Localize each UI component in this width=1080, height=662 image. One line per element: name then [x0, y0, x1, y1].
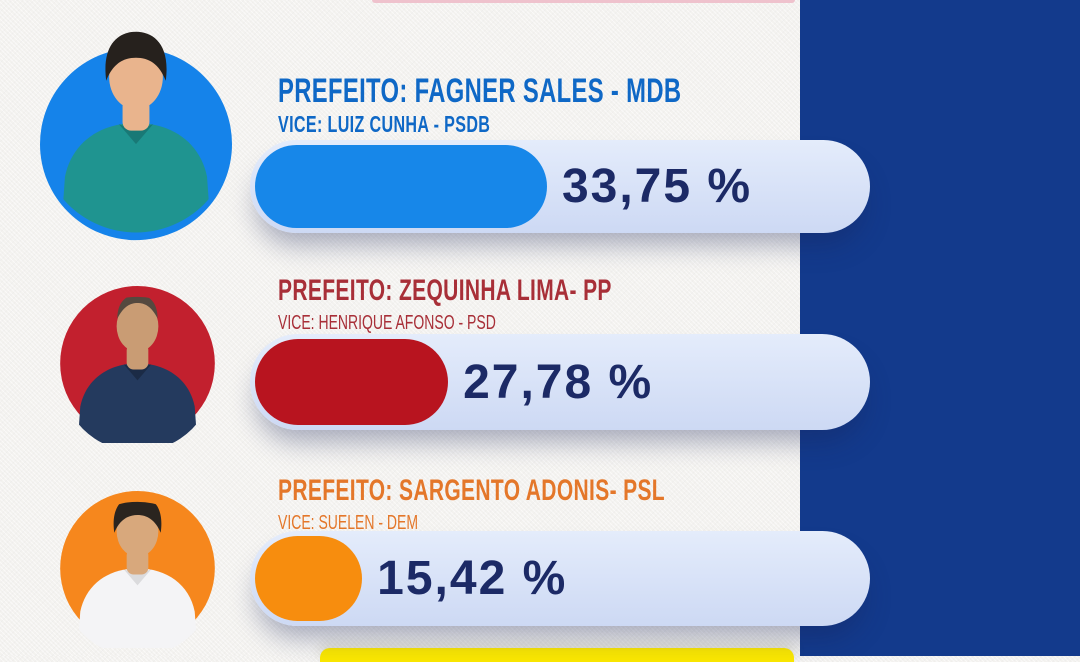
- candidate-caption-3: PREFEITO: SARGENTO ADONIS- PSL VICE: SUE…: [278, 474, 665, 534]
- candidate-vice: VICE: SUELEN - DEM: [278, 512, 419, 534]
- candidate-title: PREFEITO: SARGENTO ADONIS- PSL: [278, 474, 665, 507]
- person-shirt: [76, 568, 199, 648]
- candidate-vice: VICE: HENRIQUE AFONSO - PSD: [278, 312, 496, 334]
- percent-label-2: 27,78 %: [463, 355, 654, 409]
- candidate-photo-1: [40, 31, 232, 241]
- bottom-yellow-banner: [320, 648, 794, 662]
- candidate-photo-3: [60, 491, 215, 648]
- candidate-vice: VICE: LUIZ CUNHA - PSDB: [278, 111, 491, 137]
- person-silhouette: [76, 296, 199, 443]
- person-shirt: [76, 363, 199, 443]
- person-hair: [117, 296, 158, 319]
- result-bar-track-1: 33,75 %: [250, 140, 870, 233]
- result-bar-fill-1: [255, 145, 547, 228]
- top-red-strip: [372, 0, 795, 3]
- candidate-title: PREFEITO: FAGNER SALES - MDB: [278, 72, 682, 110]
- person-shirt: [60, 123, 212, 233]
- percent-label-1: 33,75 %: [561, 160, 753, 213]
- result-bar-fill-3: [255, 536, 363, 621]
- result-bar-track-3: 15,42 %: [250, 531, 870, 626]
- result-bar-track-2: 27,78 %: [250, 334, 870, 430]
- result-bar-fill-2: [255, 339, 449, 425]
- percent-label-3: 15,42 %: [377, 552, 568, 605]
- person-hair: [105, 31, 167, 81]
- person-silhouette: [76, 501, 199, 648]
- candidate-title: PREFEITO: ZEQUINHA LIMA- PP: [278, 274, 612, 307]
- candidate-caption-1: PREFEITO: FAGNER SALES - MDB VICE: LUIZ …: [278, 74, 681, 136]
- person-silhouette: [60, 31, 212, 233]
- candidate-caption-2: PREFEITO: ZEQUINHA LIMA- PP VICE: HENRIQ…: [278, 274, 612, 334]
- person-face: [116, 505, 159, 557]
- person-face: [116, 300, 159, 352]
- candidate-photo-2: [60, 286, 215, 443]
- person-hair: [113, 501, 162, 533]
